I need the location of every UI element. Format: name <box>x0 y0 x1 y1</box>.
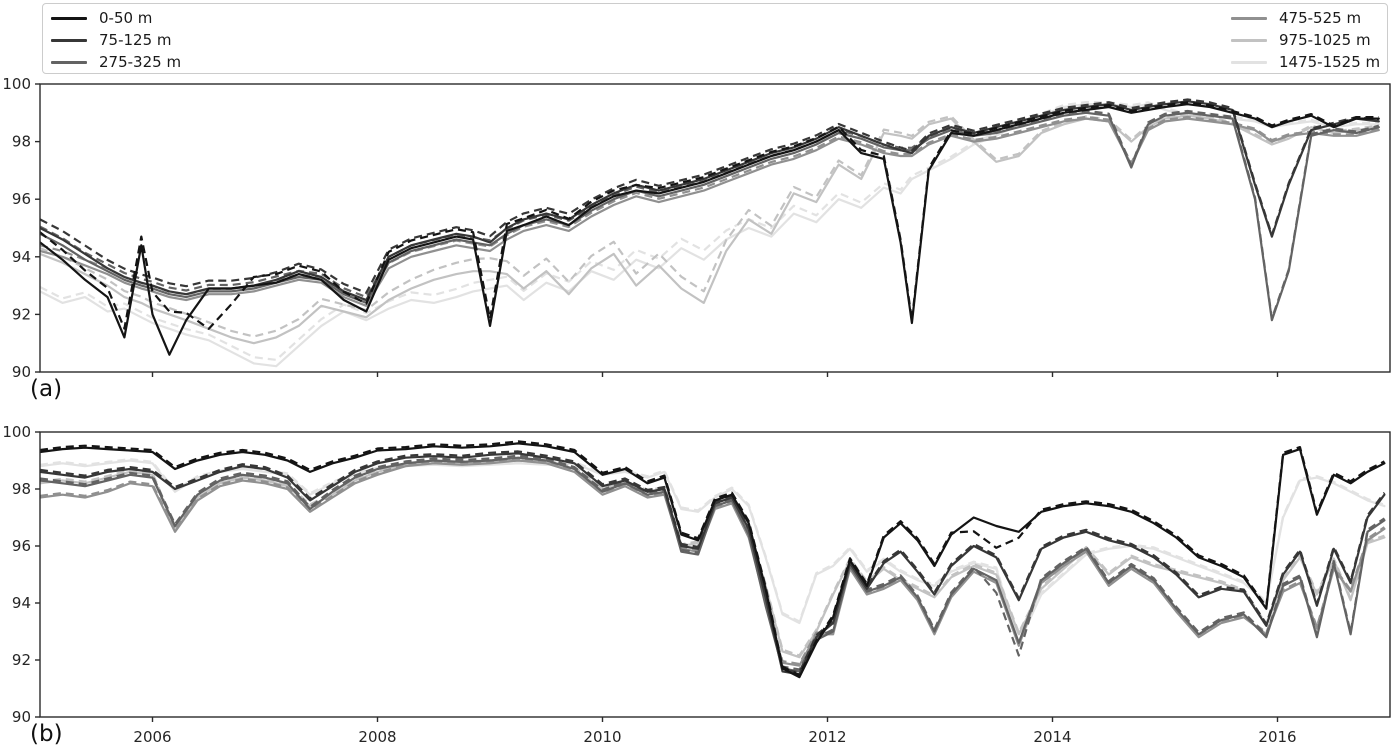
series-line-b-3 <box>40 459 1386 667</box>
y-tick-label: 96 <box>12 190 31 208</box>
panel-a-lines <box>40 98 1380 368</box>
legend-item-label: 75-125 m <box>99 31 172 49</box>
panel-b-border <box>39 431 1391 718</box>
panel-b-label: (b) <box>30 721 63 747</box>
legend-line-swatch <box>1231 38 1267 42</box>
legend-item-975-1025m: 975-1025 m <box>1231 29 1380 51</box>
legend-left-column: 0-50 m 75-125 m 275-325 m <box>51 7 181 73</box>
legend-item-275-325m: 275-325 m <box>51 51 181 73</box>
panel-b-lines <box>40 440 1386 679</box>
y-tick-label: 98 <box>12 133 31 151</box>
legend-line-swatch <box>51 16 87 20</box>
legend-item-label: 275-325 m <box>99 53 182 71</box>
legend-item-0-50m: 0-50 m <box>51 7 181 29</box>
series-dashed-line-b-4 <box>40 457 1385 657</box>
series-dashed-line-b-1 <box>40 450 1386 674</box>
x-tick-label: 2014 <box>1033 728 1071 746</box>
y-tick-label: 96 <box>12 537 31 555</box>
series-dashed-line-b-0 <box>40 440 1385 677</box>
legend-box: 0-50 m 75-125 m 275-325 m 475-525 m 975-… <box>42 3 1388 74</box>
y-tick-label: 90 <box>12 708 31 726</box>
legend-item-label: 475-525 m <box>1279 9 1362 27</box>
x-tick-label: 2012 <box>808 728 846 746</box>
legend-line-swatch <box>51 60 87 64</box>
legend-item-475-525m: 475-525 m <box>1231 7 1380 29</box>
panel-a-label: (a) <box>30 376 63 402</box>
legend-item-75-125m: 75-125 m <box>51 29 181 51</box>
y-tick-label: 94 <box>12 594 31 612</box>
series-dashed-line-a-5 <box>40 100 1379 361</box>
x-tick-label: 2008 <box>358 728 396 746</box>
legend-item-1475-1525m: 1475-1525 m <box>1231 51 1380 73</box>
legend-item-label: 1475-1525 m <box>1279 53 1381 71</box>
y-tick-label: 90 <box>12 363 31 381</box>
series-line-b-1 <box>40 452 1386 676</box>
legend-line-swatch <box>1231 60 1267 64</box>
series-line-b-2 <box>40 456 1386 673</box>
series-dashed-line-a-3 <box>40 115 1380 302</box>
legend-line-swatch <box>51 38 87 42</box>
x-tick-label: 2006 <box>133 728 171 746</box>
series-line-a-2 <box>40 111 1380 322</box>
panel-a-plot: 100 98 96 94 92 90 <box>2 75 1391 381</box>
legend-item-label: 975-1025 m <box>1279 31 1371 49</box>
series-dashed-line-b-3 <box>40 457 1386 666</box>
series-dashed-line-a-4 <box>40 112 1379 338</box>
series-line-a-5 <box>40 103 1380 368</box>
legend-item-label: 0-50 m <box>99 9 153 27</box>
legend-line-swatch <box>1231 16 1267 20</box>
series-line-a-3 <box>40 117 1380 307</box>
series-dashed-line-b-5 <box>40 458 1385 643</box>
series-dashed-line-b-2 <box>40 454 1386 671</box>
series-dashed-line-a-1 <box>40 98 1379 294</box>
series-line-a-0 <box>40 103 1380 356</box>
series-line-a-4 <box>40 114 1380 345</box>
panel-a-border <box>39 83 1391 373</box>
y-tick-label: 92 <box>12 305 31 323</box>
y-tick-label: 100 <box>2 423 31 441</box>
y-tick-label: 94 <box>12 248 31 266</box>
y-tick-label: 100 <box>2 75 31 93</box>
legend-right-column: 475-525 m 975-1025 m 1475-1525 m <box>1231 7 1380 73</box>
x-tick-label: 2016 <box>1258 728 1296 746</box>
y-tick-label: 98 <box>12 480 31 498</box>
series-dashed-line-a-0 <box>40 101 1379 330</box>
series-line-a-1 <box>40 100 1380 302</box>
panel-b-plot: 100 98 96 94 92 90 2006 2008 2010 2012 2014 2016 <box>2 423 1391 746</box>
x-tick-label: 2010 <box>583 728 621 746</box>
y-tick-label: 92 <box>12 651 31 669</box>
series-line-b-0 <box>40 442 1386 679</box>
